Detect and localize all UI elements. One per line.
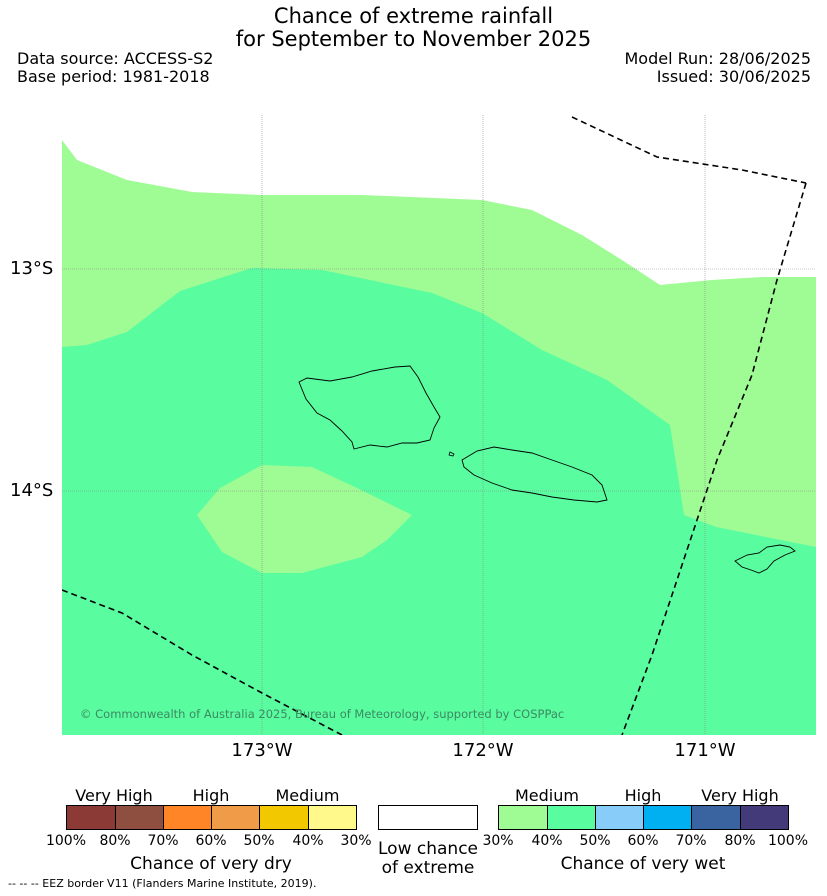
dry-tick: 100% [45, 833, 87, 849]
lon-label-171w: 171°W [674, 740, 736, 761]
wet-tick: 40% [531, 833, 563, 849]
graticule [62, 115, 816, 735]
wet-tick: 30% [482, 833, 514, 849]
wet-tick: 70% [675, 833, 707, 849]
low-chance-swatch [378, 805, 478, 830]
dry-tick: 30% [340, 833, 372, 849]
dry-tick: 80% [99, 833, 131, 849]
dry-tick: 60% [195, 833, 227, 849]
wet-swatch-80-100 [740, 805, 789, 830]
dry-swatch-80-100 [66, 805, 116, 830]
wet-swatch-40-50 [547, 805, 596, 830]
eez-footer-note: -- -- -- EEZ border V11 (Flanders Marine… [8, 877, 317, 890]
map-title-line2: for September to November 2025 [235, 27, 592, 51]
dry-swatch-40-50 [259, 805, 309, 830]
upolu-island [461, 446, 608, 503]
dry-very-high-label: Very High [75, 786, 153, 805]
model-run: Model Run: 28/06/2025 [624, 49, 812, 68]
dry-medium-label: Medium [275, 786, 340, 805]
dry-caption: Chance of very dry [130, 854, 292, 874]
wet-swatch-50-60 [595, 805, 644, 830]
dry-swatch-70-80 [115, 805, 164, 830]
low-chance-caption-1: Low chance [378, 839, 478, 859]
lat-label-14s: 14°S [10, 480, 54, 501]
dry-swatch-50-60 [211, 805, 260, 830]
wet-caption: Chance of very wet [560, 854, 726, 874]
wet-swatch-60-70 [643, 805, 692, 830]
lon-label-172w: 172°W [452, 740, 514, 761]
savaii-island [298, 365, 441, 450]
low-chance-caption-2: of extreme [381, 858, 475, 878]
dry-tick: 50% [243, 833, 275, 849]
wet-very-high-label: Very High [701, 786, 779, 805]
medium-40-50-region [62, 268, 816, 735]
wet-tick: 60% [627, 833, 659, 849]
wet-swatch-70-80 [691, 805, 741, 830]
data-source: Data source: ACCESS-S2 [17, 49, 214, 68]
wet-tick: 80% [724, 833, 756, 849]
wet-medium-label: Medium [515, 786, 579, 805]
small-islet [448, 451, 455, 457]
issued-date: Issued: 30/06/2025 [656, 67, 811, 86]
lon-label-173w: 173°W [231, 740, 293, 761]
wet-swatch-30-40 [498, 805, 548, 830]
dry-high-label: High [192, 786, 230, 805]
map-credit: © Commonwealth of Australia 2025, Bureau… [80, 707, 564, 721]
eez-border [62, 116, 807, 735]
tutuila-island [734, 544, 796, 574]
lat-label-13s: 13°S [10, 258, 54, 279]
map-title-line1: Chance of extreme rainfall [273, 4, 554, 28]
base-period: Base period: 1981-2018 [17, 67, 210, 86]
wet-high-label: High [624, 786, 662, 805]
dry-tick: 70% [147, 833, 179, 849]
wet-tick: 100% [767, 833, 809, 849]
medium-30-40-patch [197, 465, 412, 573]
rainfall-map: © Commonwealth of Australia 2025, Bureau… [62, 115, 816, 735]
dry-tick: 40% [292, 833, 324, 849]
dry-swatch-60-70 [163, 805, 212, 830]
wet-tick: 50% [579, 833, 611, 849]
dry-swatch-30-40 [308, 805, 357, 830]
